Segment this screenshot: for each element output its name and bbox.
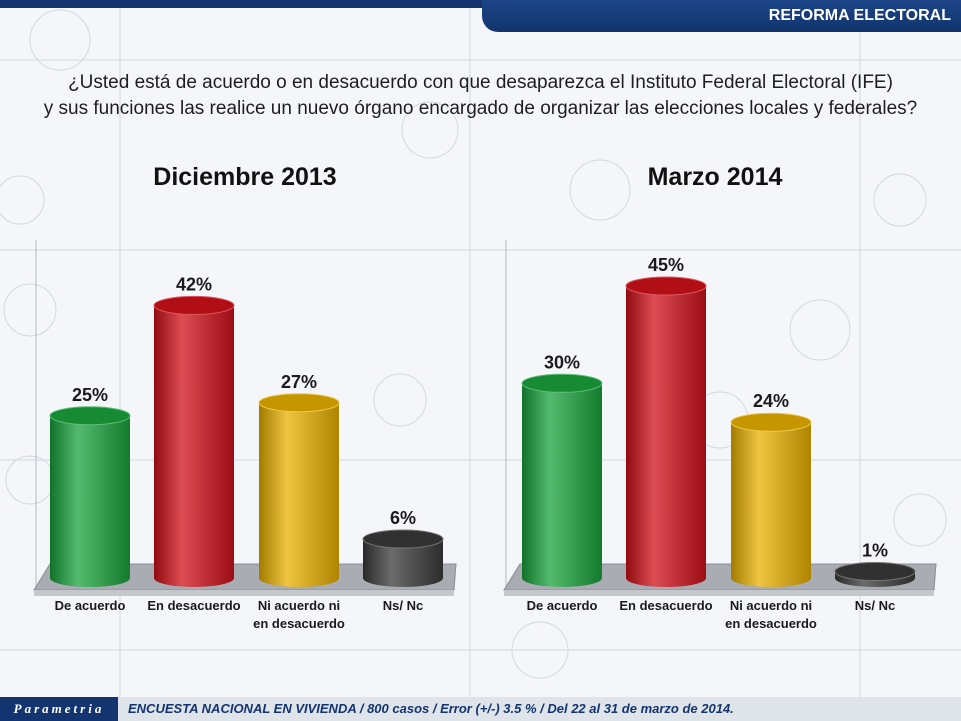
footer-bar: Parametria ENCUESTA NACIONAL EN VIVIENDA…: [0, 697, 961, 721]
data-label-1: 30%: [544, 352, 580, 372]
data-label-3: 24%: [753, 391, 789, 411]
chart-floor-edge: [504, 590, 934, 596]
top-bar: [0, 0, 961, 8]
bar-cap-3: [258, 393, 340, 413]
bar-cap-2: [625, 276, 707, 296]
category-label-2: En desacuerdo: [619, 598, 712, 613]
category-label-4: Ns/ Nc: [383, 598, 423, 613]
bar-cap-1: [49, 406, 131, 426]
chart-left: 25% De acuerdo 42% En desacuerdo 27% Ni acuer…: [33, 240, 457, 631]
bar-2: [154, 305, 234, 587]
bar-3: [259, 402, 339, 587]
category-label-3: en desacuerdo: [725, 616, 817, 631]
data-label-4: 1%: [862, 541, 888, 561]
bar-1: [50, 415, 130, 587]
bar-cap-4: [362, 529, 444, 549]
question-line-1: ¿Usted está de acuerdo o en desacuerdo c…: [68, 72, 893, 93]
chart-title-right: Marzo 2014: [647, 163, 783, 191]
chart-title-left: Diciembre 2013: [153, 163, 337, 191]
bar-4: [363, 539, 443, 587]
category-label-2: En desacuerdo: [147, 598, 240, 613]
bar-2: [626, 285, 706, 587]
bar-cap-4: [834, 562, 916, 582]
category-label-1: De acuerdo: [55, 598, 126, 613]
bar-3: [731, 422, 811, 587]
bar-1: [522, 383, 602, 587]
bar-cap-2: [153, 295, 235, 315]
section-label: REFORMA ELECTORAL: [768, 7, 951, 24]
header-banner: REFORMA ELECTORAL: [482, 0, 961, 32]
chart-right: 30% De acuerdo 45% En desacuerdo 24% Ni acuer…: [503, 240, 937, 631]
question-line-2: y sus funciones las realice un nuevo órg…: [43, 98, 918, 119]
category-label-3: en desacuerdo: [253, 616, 345, 631]
data-label-4: 6%: [390, 508, 416, 528]
bar-cap-1: [521, 373, 603, 393]
footer-logo: Parametria: [0, 697, 118, 721]
bar-cap-3: [730, 412, 812, 432]
data-label-1: 25%: [72, 385, 108, 405]
category-label-1: De acuerdo: [527, 598, 598, 613]
category-label-4: Ns/ Nc: [855, 598, 895, 613]
category-label-3: Ni acuerdo ni: [730, 598, 812, 613]
chart-floor-edge: [34, 590, 454, 596]
data-label-3: 27%: [281, 372, 317, 392]
data-label-2: 45%: [648, 255, 684, 275]
category-label-3: Ni acuerdo ni: [258, 598, 340, 613]
data-label-2: 42%: [176, 274, 212, 294]
footer-note: ENCUESTA NACIONAL EN VIVIENDA / 800 caso…: [128, 701, 734, 716]
